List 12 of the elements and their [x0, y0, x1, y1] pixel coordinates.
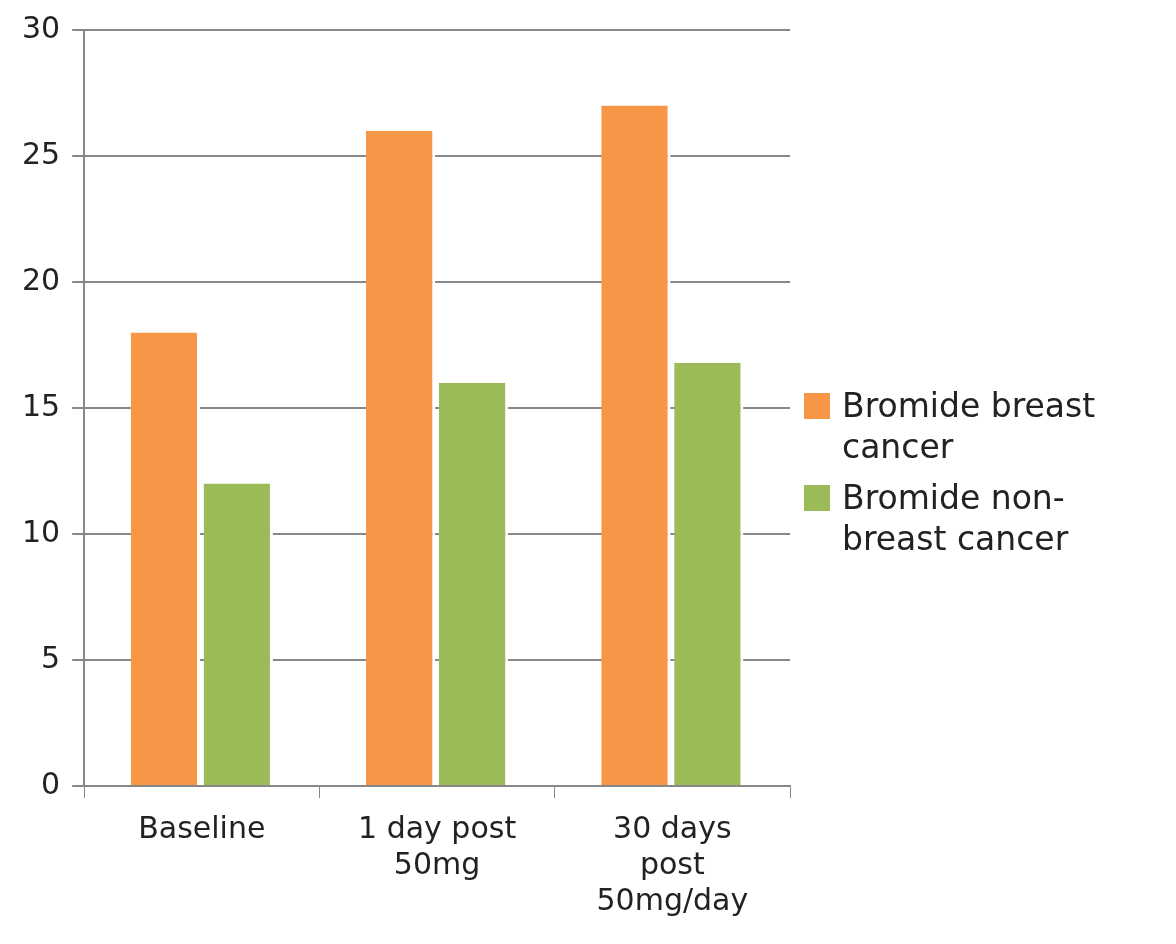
y-tick-label: 5 — [41, 639, 61, 675]
legend-label: Bromide breast cancer — [842, 384, 1097, 467]
y-tick-label: 10 — [21, 513, 61, 549]
x-tick-label: 1 day post 50mg — [358, 809, 517, 881]
y-tick-label: 20 — [21, 261, 61, 297]
legend-label: Bromide non-breast cancer — [842, 477, 1070, 560]
x-tick-label: Baseline — [138, 809, 266, 845]
y-tick-label: 0 — [41, 765, 61, 801]
y-tick-label: 25 — [21, 135, 61, 171]
y-tick-label: 30 — [21, 9, 61, 45]
x-tick-label: 30 days post 50mg/day — [596, 809, 749, 917]
y-tick-label: 15 — [21, 387, 61, 423]
